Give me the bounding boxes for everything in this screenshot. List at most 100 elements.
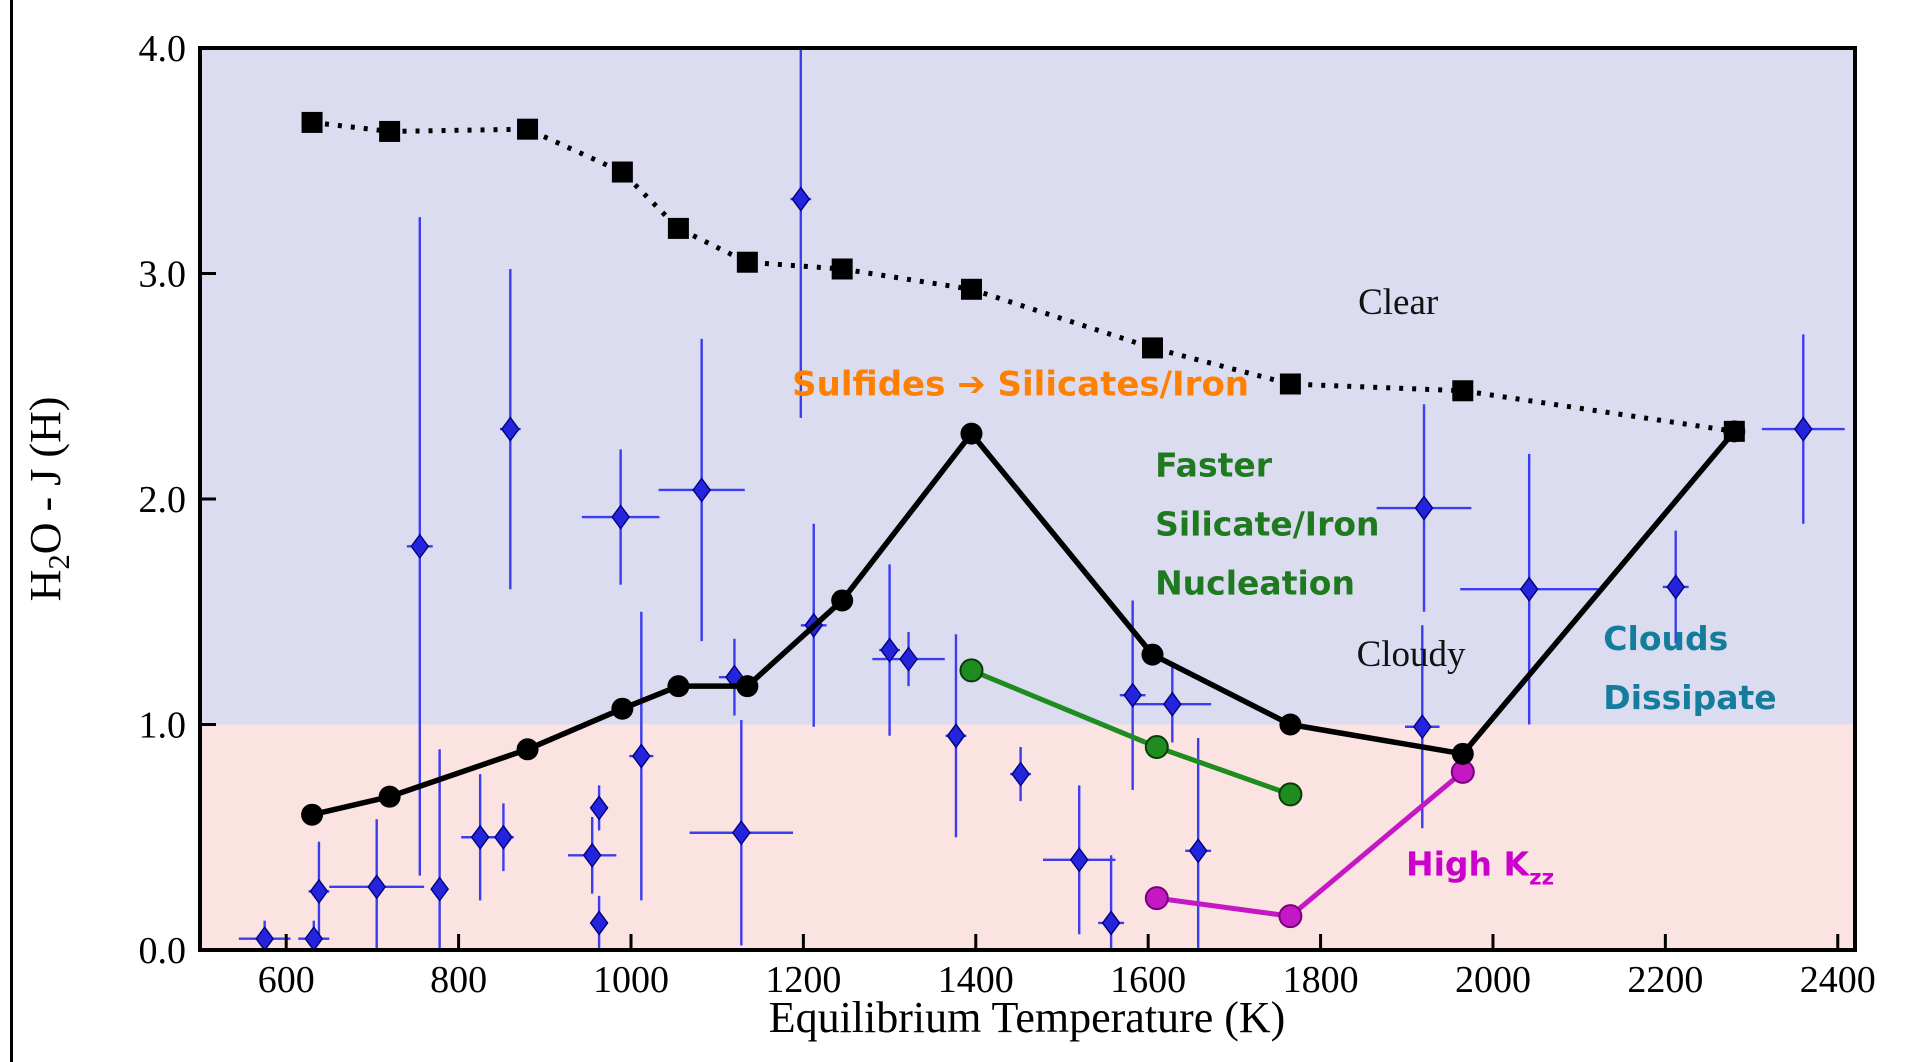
clear-model-marker — [667, 217, 689, 239]
cloudy-model-marker — [378, 785, 401, 808]
data-point-diamond — [1793, 416, 1813, 442]
x-tick-label: 600 — [258, 959, 315, 1001]
cloudy-model-marker — [611, 697, 634, 720]
data-point-diamond — [1162, 691, 1182, 717]
nucleation-label-text: Silicate/Iron — [1155, 505, 1379, 544]
data-point-diamond — [899, 646, 918, 672]
lower-pink-region — [200, 724, 1855, 950]
x-tick-label: 2400 — [1800, 959, 1876, 1001]
data-point-diamond — [1069, 847, 1089, 873]
clear-label: Clear — [1358, 282, 1438, 323]
data-point-diamond — [731, 820, 751, 846]
y-tick-label: 0.0 — [139, 930, 187, 972]
cloudy-model-marker — [960, 422, 983, 445]
clear-model-marker — [379, 120, 401, 142]
data-point-diamond — [791, 186, 811, 212]
observations-layer — [238, 48, 1845, 950]
data-point-diamond — [880, 637, 899, 663]
nucleation-label-text: Nucleation — [1155, 564, 1355, 603]
data-point-diamond — [589, 910, 609, 936]
clear-model-marker — [517, 118, 539, 140]
cloudy-model-marker — [831, 589, 854, 612]
dissipate-label-text: Clouds — [1603, 619, 1728, 658]
data-point-diamond — [1101, 910, 1121, 936]
fast-nucleation-model-marker — [1144, 735, 1169, 760]
dissipate-label: Clouds Dissipate — [1603, 619, 1776, 717]
high-kzz-label-text: High Kzz — [1406, 845, 1554, 891]
data-point-diamond — [1188, 838, 1208, 864]
data-point-diamond — [410, 533, 430, 560]
fast-nucleation-model-marker — [1278, 782, 1303, 807]
clear-model-marker — [1452, 380, 1474, 402]
data-point-diamond — [1414, 495, 1434, 521]
y-axis-title: H2O - J (H) — [21, 397, 76, 602]
data-point-diamond — [611, 504, 631, 530]
cloudy-model-marker — [516, 738, 539, 761]
data-point-diamond — [946, 723, 966, 749]
high-kzz-label: High Kzz — [1406, 845, 1554, 891]
clear-model-marker — [736, 251, 758, 273]
y-tick-label: 2.0 — [139, 479, 187, 521]
y-tick-label: 4.0 — [139, 28, 187, 70]
clear-label-text: Clear — [1358, 282, 1438, 323]
data-point-diamond — [582, 842, 602, 868]
nucleation-label-text: Faster — [1155, 445, 1273, 484]
high-kzz-model-marker — [1278, 904, 1303, 929]
clear-model-marker — [960, 278, 982, 300]
x-tick-label: 2000 — [1455, 959, 1531, 1001]
data-point-diamond — [494, 824, 513, 850]
x-tick-label: 1000 — [593, 959, 669, 1001]
data-point-diamond — [470, 824, 490, 850]
data-point-diamond — [1011, 761, 1030, 787]
cloudy-model-marker — [301, 803, 324, 826]
high-kzz-model-series — [1144, 759, 1475, 929]
x-tick-label: 800 — [430, 959, 487, 1001]
y-tick-label: 1.0 — [139, 705, 187, 747]
data-point-diamond — [430, 876, 450, 902]
x-tick-label: 1200 — [765, 959, 841, 1001]
cloudy-model-marker — [1451, 742, 1474, 765]
high-kzz-model-marker — [1144, 886, 1169, 911]
cloudy-label-text: Cloudy — [1357, 634, 1466, 675]
cloudy-model-marker — [736, 675, 759, 698]
data-point-diamond — [631, 743, 651, 769]
clear-model-series — [301, 111, 1745, 442]
cloudy-label: Cloudy — [1357, 634, 1466, 675]
sulfides-label-text: Sulfides ➔ Silicates/Iron — [792, 364, 1249, 404]
data-point-diamond — [1123, 682, 1143, 708]
data-point-diamond — [692, 477, 712, 503]
x-tick-label: 1400 — [938, 959, 1014, 1001]
data-point-diamond — [1666, 574, 1686, 600]
sulfides-label: Sulfides ➔ Silicates/Iron — [792, 364, 1249, 404]
cloudy-model-line — [311, 429, 1737, 818]
cloudy-model-marker — [1279, 713, 1302, 736]
data-point-diamond — [589, 795, 609, 821]
x-tick-label: 1600 — [1110, 959, 1186, 1001]
clear-model-line — [311, 119, 1735, 434]
cloudy-model-marker — [1141, 643, 1164, 666]
clear-model-marker — [1723, 420, 1745, 442]
data-point-diamond — [367, 874, 387, 900]
data-point-diamond — [1412, 714, 1432, 740]
clear-model-marker — [1279, 373, 1301, 395]
data-point-diamond — [255, 926, 275, 950]
data-point-diamond — [304, 926, 324, 950]
clear-model-marker — [1141, 337, 1163, 359]
y-tick-label: 3.0 — [139, 254, 187, 296]
x-axis-title: Equilibrium Temperature (K) — [769, 993, 1286, 1042]
data-point-diamond — [309, 878, 329, 905]
fast-nucleation-model-series — [959, 658, 1303, 807]
cloudy-model-marker — [667, 675, 690, 698]
x-tick-label: 1800 — [1283, 959, 1359, 1001]
page-left-border — [10, 0, 13, 1062]
clear-model-marker — [301, 111, 323, 133]
data-point-diamond — [500, 416, 520, 442]
dissipate-label-text: Dissipate — [1603, 678, 1776, 717]
clear-model-marker — [611, 161, 633, 183]
nucleation-label: Faster Silicate/Iron Nucleation — [1155, 445, 1379, 602]
clear-model-marker — [831, 258, 853, 280]
x-tick-label: 2200 — [1627, 959, 1703, 1001]
fast-nucleation-model-marker — [959, 658, 984, 683]
